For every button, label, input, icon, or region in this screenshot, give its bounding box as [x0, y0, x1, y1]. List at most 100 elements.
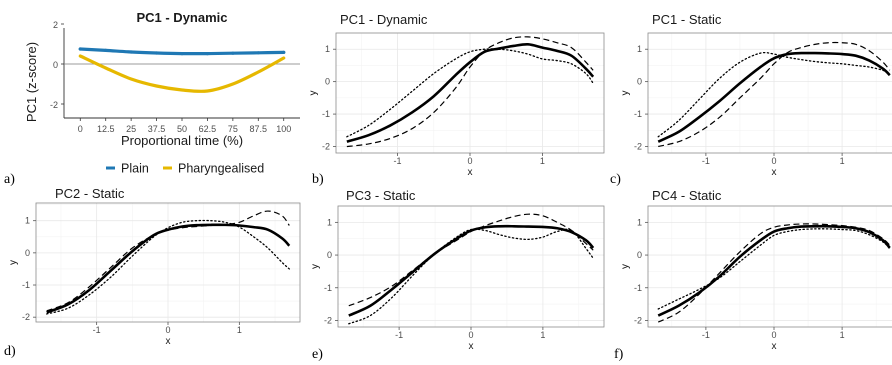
x-tick-label: -1: [93, 325, 101, 335]
y-tick-label: -1: [22, 280, 30, 290]
series-line-solid: [657, 51, 891, 143]
x-tick-label: 37.5: [148, 124, 166, 134]
series-line-dotted: [346, 48, 594, 138]
x-tick-label: 0: [771, 330, 776, 340]
x-tick-label: 75: [228, 124, 238, 134]
series-line-dashed: [346, 36, 594, 148]
y-tick-label: 1: [637, 44, 642, 54]
y-tick-label: 0: [637, 77, 642, 87]
series-line-solid: [348, 224, 595, 317]
y-tick-label: 0: [327, 250, 332, 260]
x-tick-label: -1: [702, 330, 710, 340]
x-tick-label: 0: [468, 330, 473, 340]
x-tick-label: 100: [276, 124, 291, 134]
series-line-solid: [657, 224, 891, 317]
x-tick-label: 1: [237, 325, 242, 335]
y-tick-label: 0: [53, 60, 58, 70]
y-axis-label: y: [310, 264, 321, 269]
plot-frame: [647, 205, 892, 328]
panel-letter-a: a): [4, 172, 15, 187]
series-point: [256, 51, 260, 55]
x-tick-label: 0: [771, 156, 776, 166]
x-axis-label: x: [772, 341, 777, 352]
plot-frame: [647, 32, 892, 154]
chart-panel-e: PC3 - Static e) -1 0 1 -2 -1 0 1 x y: [310, 188, 605, 362]
x-tick-label: 1: [540, 156, 545, 166]
series-line-dotted: [657, 51, 891, 138]
y-tick-label: -2: [634, 142, 642, 152]
series-point: [180, 52, 184, 56]
y-axis-label: y: [620, 264, 631, 269]
y-tick-label: -2: [322, 142, 330, 152]
panel-letter-b: b): [312, 172, 324, 187]
chart-title-f: PC4 - Static: [652, 188, 722, 203]
series-line-dashed: [657, 223, 891, 323]
series-line-dashed: [348, 213, 594, 307]
chart-panel-c: PC1 - Static c) -1 0 1 -2 -1 0 1 x y: [610, 12, 892, 187]
y-tick-label: 1: [637, 217, 642, 227]
x-tick-label: 12.5: [97, 124, 115, 134]
series-point: [205, 52, 210, 56]
legend-label-plain: Plain: [121, 162, 149, 176]
series-line-solid: [346, 43, 595, 143]
series-line-dashed: [658, 41, 891, 148]
panel-letter-c: c): [610, 172, 621, 187]
x-axis-label: x: [468, 167, 473, 178]
legend-label-pharyngealised: Pharyngealised: [178, 162, 264, 176]
legend: Plain Pharyngealised: [106, 162, 264, 176]
y-axis-label: y: [620, 91, 631, 96]
x-tick-label: -1: [394, 156, 402, 166]
x-tick-label: 0: [467, 156, 472, 166]
y-tick-label: 0: [25, 248, 30, 258]
y-tick-label: -2: [22, 312, 30, 322]
x-tick-label: 62.5: [199, 124, 217, 134]
series-line-solid: [46, 223, 291, 314]
series-point: [282, 50, 286, 55]
panel-letter-e: e): [312, 347, 323, 362]
y-tick-label: -1: [324, 283, 332, 293]
chart-title-e: PC3 - Static: [346, 188, 416, 203]
y-axis-label: y: [308, 91, 319, 96]
y-tick-label: 0: [325, 77, 330, 87]
panel-letter-f: f): [614, 347, 624, 362]
panel-letter-d: d): [4, 344, 16, 359]
y-tick-label: 1: [327, 217, 332, 227]
y-axis-label: y: [8, 260, 19, 265]
series-point: [231, 51, 235, 55]
x-axis-label: x: [772, 167, 777, 178]
y-tick-label: -1: [322, 109, 330, 119]
x-tick-label: 25: [126, 124, 136, 134]
y-tick-label: -2: [50, 100, 58, 110]
chart-title-d: PC2 - Static: [55, 186, 125, 201]
x-tick-label: 1: [540, 330, 545, 340]
chart-title-c: PC1 - Static: [652, 12, 722, 27]
x-axis-label: x: [469, 341, 474, 352]
x-tick-label: -1: [395, 330, 403, 340]
x-tick-label: 1: [840, 330, 845, 340]
series-point: [78, 47, 82, 51]
series-point: [104, 48, 108, 53]
chart-panel-d: PC2 - Static d) -1 0 1 -2 -1 0 1 x y: [4, 186, 301, 359]
x-tick-label: -1: [702, 156, 710, 166]
y-tick-label: 1: [25, 216, 30, 226]
chart-title-a: PC1 - Dynamic: [136, 10, 227, 25]
series-line-dashed: [46, 210, 290, 312]
chart-title-b: PC1 - Dynamic: [340, 12, 428, 27]
series-line-dotted: [348, 228, 594, 325]
y-tick-label: -1: [634, 283, 642, 293]
y-tick-label: 0: [637, 250, 642, 260]
series-point: [129, 50, 133, 54]
x-axis-label: x: [166, 336, 171, 347]
chart-panel-a: PC1 - Dynamic a) 0 12.5 25 37.5 50 62.5 75 87.5 10…: [4, 10, 300, 187]
x-tick-label: 50: [177, 124, 187, 134]
y-tick-label: -1: [634, 109, 642, 119]
y-tick-label: 1: [325, 44, 330, 54]
chart-panel-f: PC4 - Static f) -1 0 1 -2 -1 0 1 x y: [614, 188, 892, 362]
series-line-dotted: [46, 219, 290, 315]
x-axis-label: Proportional time (%): [121, 133, 243, 148]
y-tick-label: -2: [634, 315, 642, 325]
series-line-dotted: [657, 228, 891, 310]
x-tick-label: 0: [78, 124, 83, 134]
x-tick-label: 1: [840, 156, 845, 166]
